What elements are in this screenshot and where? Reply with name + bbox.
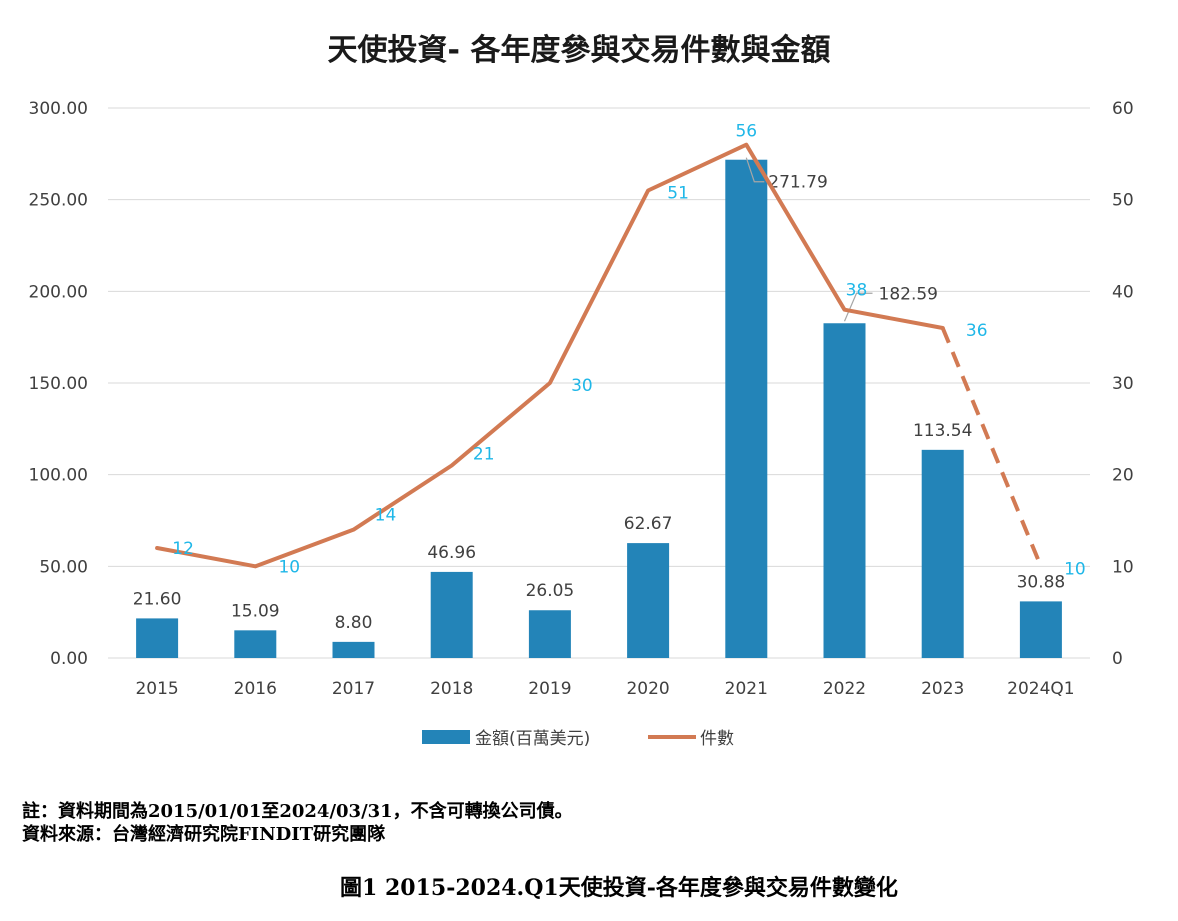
bar-label: 30.88 [1017, 572, 1066, 592]
bar-label: 113.54 [913, 421, 972, 441]
count-line-solid [155, 142, 945, 569]
left-tick-label: 100.00 [29, 466, 88, 486]
count-line-dashed [940, 327, 1043, 568]
legend-line-label: 件數 [700, 729, 734, 749]
bar-2019 [528, 610, 571, 658]
note-data-source: 資料來源：台灣經濟研究院FINDIT研究團隊 [22, 824, 386, 845]
bar-label: 62.67 [624, 514, 673, 534]
count-label: 38 [846, 281, 868, 301]
left-tick-label: 300.00 [29, 99, 88, 119]
figure-caption: 圖1 2015-2024.Q1天使投資-各年度參與交易件數變化 [340, 875, 898, 901]
x-tick-label: 2015 [135, 679, 178, 699]
x-tick-label: 2020 [626, 679, 669, 699]
x-tick-label: 2016 [234, 679, 277, 699]
leader-line [745, 157, 765, 183]
chart: 天使投資- 各年度參與交易件數與金額 0.00 50.00 100.00 150.00… [29, 33, 1134, 749]
x-axis-ticks: 2015 2016 2017 2018 2019 2020 2021 2022 2023 2024… [135, 679, 1074, 699]
bar-2016 [234, 630, 277, 658]
bar-2015 [136, 618, 179, 658]
right-tick-label: 50 [1112, 191, 1134, 211]
right-tick-label: 0 [1112, 649, 1123, 669]
right-tick-label: 40 [1112, 282, 1134, 302]
count-label: 14 [375, 506, 397, 526]
bar-2020 [627, 543, 670, 658]
count-label: 56 [735, 122, 757, 142]
gridlines [108, 107, 1090, 659]
x-tick-label: 2019 [528, 679, 571, 699]
x-tick-label: 2018 [430, 679, 473, 699]
count-line [155, 142, 1043, 569]
left-tick-label: 150.00 [29, 374, 88, 394]
count-label: 36 [966, 321, 988, 341]
right-tick-label: 10 [1112, 557, 1134, 577]
bar-2021 [725, 159, 768, 659]
legend-bar-label: 金額(百萬美元) [475, 729, 590, 749]
legend-bar-swatch [422, 730, 470, 744]
x-tick-label: 2024Q1 [1007, 679, 1074, 699]
bar-2017 [332, 641, 375, 658]
count-label: 10 [278, 557, 300, 577]
amount-labels: 21.60 15.09 8.80 46.96 26.05 62.67 271.79 182.5… [133, 173, 1065, 633]
bar-2023 [921, 449, 964, 658]
left-axis-ticks: 0.00 50.00 100.00 150.00 200.00 250.00 300.00 [29, 99, 88, 669]
bar-label: 271.79 [768, 173, 827, 193]
legend: 金額(百萬美元) 件數 [422, 729, 734, 749]
bar-label: 182.59 [879, 284, 938, 304]
right-tick-label: 20 [1112, 466, 1134, 486]
amount-bars [136, 159, 1062, 659]
chart-title: 天使投資- 各年度參與交易件數與金額 [328, 33, 831, 68]
bar-label: 26.05 [526, 581, 575, 601]
left-tick-label: 200.00 [29, 282, 88, 302]
count-label: 21 [473, 445, 495, 465]
right-tick-label: 30 [1112, 374, 1134, 394]
count-label: 12 [172, 539, 194, 559]
x-tick-label: 2017 [332, 679, 375, 699]
right-tick-label: 60 [1112, 99, 1134, 119]
note-data-period: 註：資料期間為2015/01/01至2024/03/31，不含可轉換公司債。 [22, 801, 573, 822]
bar-2022 [823, 323, 866, 658]
x-tick-label: 2022 [823, 679, 866, 699]
count-label: 10 [1064, 559, 1086, 579]
bar-label: 46.96 [427, 543, 476, 563]
bar-label: 21.60 [133, 589, 182, 609]
left-tick-label: 250.00 [29, 191, 88, 211]
x-tick-label: 2023 [921, 679, 964, 699]
x-tick-label: 2021 [725, 679, 768, 699]
left-tick-label: 0.00 [50, 649, 88, 669]
count-labels: 12 10 14 21 30 51 56 38 36 10 [172, 122, 1085, 580]
right-axis-ticks: 0 10 20 30 40 50 60 [1112, 99, 1134, 669]
bar-label: 15.09 [231, 601, 280, 621]
bar-2018 [430, 571, 473, 658]
count-label: 30 [571, 376, 593, 396]
bar-2024Q1 [1019, 601, 1062, 658]
count-label: 51 [667, 184, 689, 204]
left-tick-label: 50.00 [39, 557, 88, 577]
bar-label: 8.80 [335, 613, 373, 633]
